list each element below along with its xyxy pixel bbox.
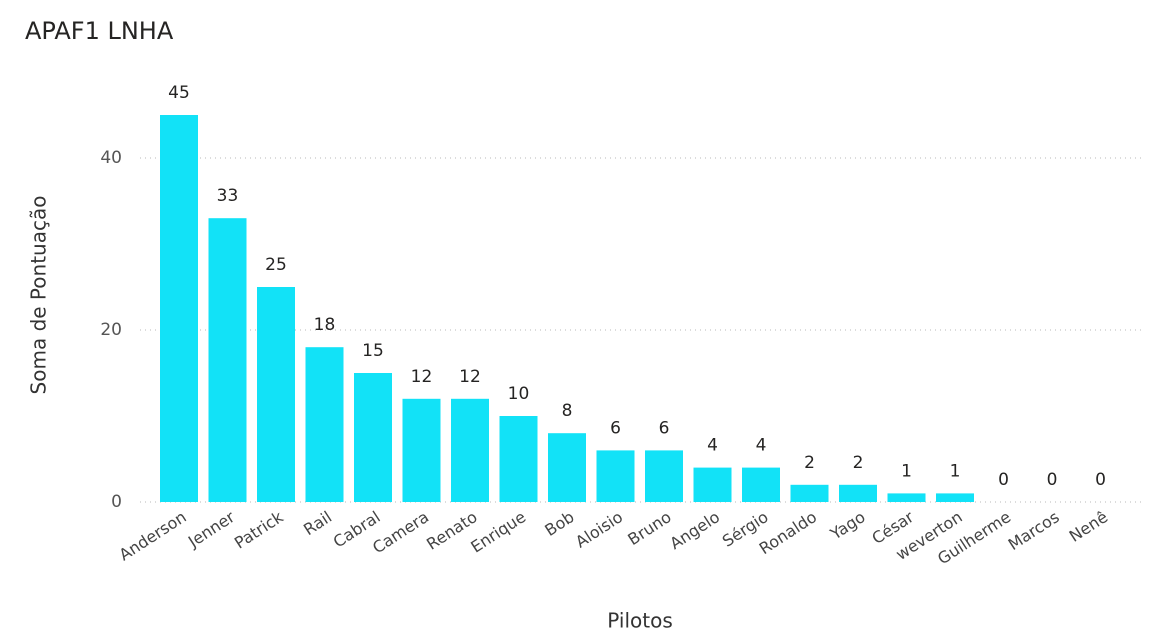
bar (645, 450, 683, 502)
data-label: 12 (459, 367, 481, 387)
x-tick-label: Yago (826, 507, 868, 544)
x-tick-label: Enrique (467, 507, 529, 556)
bar (596, 450, 635, 502)
x-tick-label: Marcos (1005, 507, 1063, 554)
y-tick-label: 40 (100, 148, 122, 168)
data-label: 0 (1047, 470, 1058, 490)
bar (499, 416, 538, 502)
data-label: 1 (901, 461, 912, 481)
bar (160, 115, 198, 502)
data-label: 6 (610, 418, 621, 438)
x-axis-title: Pilotos (607, 609, 672, 633)
bar (305, 347, 344, 502)
data-label: 4 (707, 436, 718, 456)
data-label: 25 (265, 255, 287, 275)
x-tick-label: Nenê (1066, 507, 1111, 546)
bar (790, 484, 829, 502)
bar (451, 398, 489, 502)
data-label: 15 (362, 341, 384, 361)
bar (839, 484, 877, 502)
data-label: 45 (168, 83, 190, 103)
x-tick-label: Aloisio (572, 507, 626, 551)
bar (548, 433, 586, 502)
x-tick-label: Patrick (231, 507, 287, 553)
y-tick-label: 0 (111, 492, 122, 512)
data-label: 8 (562, 401, 573, 421)
bar (887, 493, 926, 502)
bar (354, 373, 392, 502)
data-label: 10 (508, 384, 530, 404)
y-tick-label: 20 (100, 320, 122, 340)
bar (257, 287, 295, 502)
data-label: 2 (804, 453, 815, 473)
bar (936, 493, 974, 502)
bar (693, 467, 732, 502)
data-label: 0 (1095, 470, 1106, 490)
data-label: 33 (217, 186, 239, 206)
bar (742, 467, 780, 502)
data-label: 18 (314, 315, 336, 335)
x-tick-label: Bruno (624, 507, 674, 549)
x-tick-label: Camera (369, 507, 432, 557)
bar (208, 218, 247, 502)
data-label: 1 (950, 461, 961, 481)
y-axis-title: Soma de Pontuação (27, 196, 51, 395)
data-label: 2 (853, 453, 864, 473)
chart-title: APAF1 LNHA (25, 17, 174, 45)
data-label: 12 (411, 367, 433, 387)
x-tick-label: Jenner (184, 507, 239, 552)
x-tick-label: Angelo (666, 507, 723, 553)
x-tick-label: Anderson (116, 507, 190, 564)
bar (402, 398, 441, 502)
data-label: 6 (659, 418, 670, 438)
data-label: 4 (756, 436, 767, 456)
data-label: 0 (998, 470, 1009, 490)
